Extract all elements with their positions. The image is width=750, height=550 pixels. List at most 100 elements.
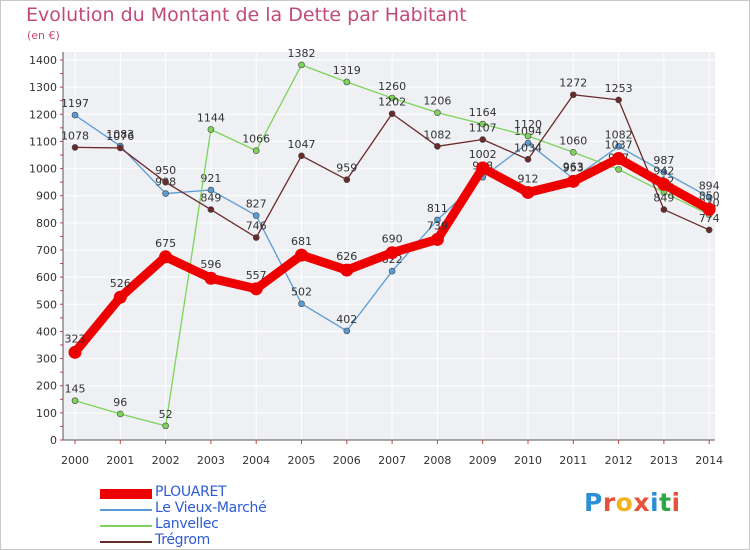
legend-swatch xyxy=(100,525,152,527)
data-point-tregrom xyxy=(660,206,668,213)
data-point-le-vieux-marche xyxy=(298,300,305,308)
data-point-plouaret xyxy=(68,345,82,359)
x-tick-label: 2003 xyxy=(197,454,225,467)
y-tick-label: 700 xyxy=(36,244,57,257)
data-label-tregrom: 950 xyxy=(155,164,176,177)
data-point-le-vieux-marche xyxy=(388,267,396,275)
data-point-plouaret xyxy=(612,152,626,166)
data-point-tregrom xyxy=(569,91,577,99)
x-tick-label: 2013 xyxy=(650,454,678,467)
data-point-plouaret xyxy=(295,248,308,262)
x-tick-label: 2006 xyxy=(333,454,361,467)
data-point-le-vieux-marche xyxy=(71,111,79,119)
data-point-plouaret xyxy=(521,185,535,199)
y-tick-label: 600 xyxy=(36,271,57,284)
data-point-tregrom xyxy=(207,206,215,213)
data-label-plouaret: 739 xyxy=(427,219,448,232)
data-label-le-vieux-marche: 1197 xyxy=(61,97,89,110)
data-label-plouaret: 526 xyxy=(110,277,131,290)
data-point-le-vieux-marche xyxy=(615,143,622,150)
data-label-le-vieux-marche: 811 xyxy=(427,202,448,215)
data-point-le-vieux-marche xyxy=(162,190,169,197)
legend-label: Le Vieux-Marché xyxy=(155,500,267,516)
data-label-tregrom: 1107 xyxy=(469,122,497,135)
data-point-tregrom xyxy=(615,96,622,104)
data-label-le-vieux-marche: 827 xyxy=(246,198,267,211)
data-point-plouaret xyxy=(657,177,671,191)
data-point-lanvellec xyxy=(434,109,441,116)
data-label-plouaret: 675 xyxy=(155,237,176,250)
data-label-plouaret: 323 xyxy=(65,332,86,345)
data-point-le-vieux-marche xyxy=(252,212,260,219)
data-label-plouaret: 690 xyxy=(382,233,403,246)
data-label-lanvellec: 52 xyxy=(159,408,173,421)
x-tick-label: 2014 xyxy=(695,454,723,467)
data-point-plouaret xyxy=(159,250,173,264)
data-label-plouaret: 1002 xyxy=(469,148,497,161)
legend-swatch xyxy=(100,509,152,511)
proxiti-logo: Proxiti xyxy=(584,488,681,517)
data-point-tregrom xyxy=(388,110,396,118)
data-point-tregrom xyxy=(71,144,79,151)
data-label-tregrom: 774 xyxy=(699,212,720,225)
data-label-tregrom: 959 xyxy=(336,162,357,175)
data-point-le-vieux-marche xyxy=(207,186,215,194)
y-tick-label: 100 xyxy=(36,407,57,420)
y-axis-unit-label: (en €) xyxy=(27,29,60,42)
data-label-le-vieux-marche: 1083 xyxy=(106,128,134,141)
data-point-lanvellec xyxy=(207,126,215,133)
x-tick-label: 2005 xyxy=(288,454,316,467)
data-point-plouaret xyxy=(566,174,580,188)
y-tick-label: 1300 xyxy=(29,81,57,94)
data-label-tregrom: 849 xyxy=(653,192,674,205)
x-tick-label: 2011 xyxy=(559,454,587,467)
x-tick-label: 2010 xyxy=(514,454,542,467)
data-point-plouaret xyxy=(430,232,444,246)
x-tick-label: 2002 xyxy=(152,454,180,467)
legend-label: Lanvellec xyxy=(155,516,219,532)
legend-label: PLOUARET xyxy=(155,484,227,500)
y-tick-label: 1400 xyxy=(29,54,57,67)
data-label-tregrom: 1272 xyxy=(559,77,587,90)
x-tick-label: 2007 xyxy=(378,454,406,467)
data-point-tregrom xyxy=(162,178,169,186)
data-point-le-vieux-marche xyxy=(524,139,532,147)
data-point-lanvellec xyxy=(388,94,396,102)
data-label-tregrom: 1076 xyxy=(106,130,134,143)
data-label-le-vieux-marche: 894 xyxy=(699,179,720,192)
data-point-tregrom xyxy=(343,176,351,183)
logo-letter: i xyxy=(650,488,660,517)
data-point-plouaret xyxy=(340,263,354,277)
data-point-le-vieux-marche xyxy=(343,327,351,335)
data-label-lanvellec: 1120 xyxy=(514,118,542,131)
logo-letter: x xyxy=(633,488,650,517)
data-point-tregrom xyxy=(479,136,487,143)
data-label-tregrom: 1047 xyxy=(288,138,316,151)
data-point-lanvellec xyxy=(71,397,79,404)
data-point-plouaret xyxy=(113,290,127,304)
data-point-plouaret xyxy=(385,246,399,260)
data-label-le-vieux-marche: 963 xyxy=(563,161,584,174)
data-point-plouaret xyxy=(702,202,716,216)
data-point-lanvellec xyxy=(162,422,169,430)
data-point-tregrom xyxy=(524,156,532,163)
data-point-tregrom xyxy=(434,143,441,150)
data-label-tregrom: 1082 xyxy=(423,128,451,141)
legend-swatch xyxy=(100,489,152,499)
data-point-plouaret xyxy=(249,282,263,296)
data-label-le-vieux-marche: 502 xyxy=(291,286,312,299)
x-tick-label: 2001 xyxy=(106,454,134,467)
data-label-lanvellec: 145 xyxy=(65,383,86,396)
data-point-lanvellec xyxy=(569,148,577,156)
data-label-plouaret: 596 xyxy=(200,258,221,271)
data-label-lanvellec: 1260 xyxy=(378,80,406,93)
data-label-plouaret: 1037 xyxy=(605,139,633,152)
data-point-tregrom xyxy=(705,226,713,234)
data-label-tregrom: 746 xyxy=(246,220,267,233)
data-label-lanvellec: 1060 xyxy=(559,134,587,147)
data-point-lanvellec xyxy=(298,61,305,69)
y-tick-label: 1200 xyxy=(29,108,57,121)
y-tick-label: 0 xyxy=(50,434,57,447)
data-point-lanvellec xyxy=(117,410,124,418)
